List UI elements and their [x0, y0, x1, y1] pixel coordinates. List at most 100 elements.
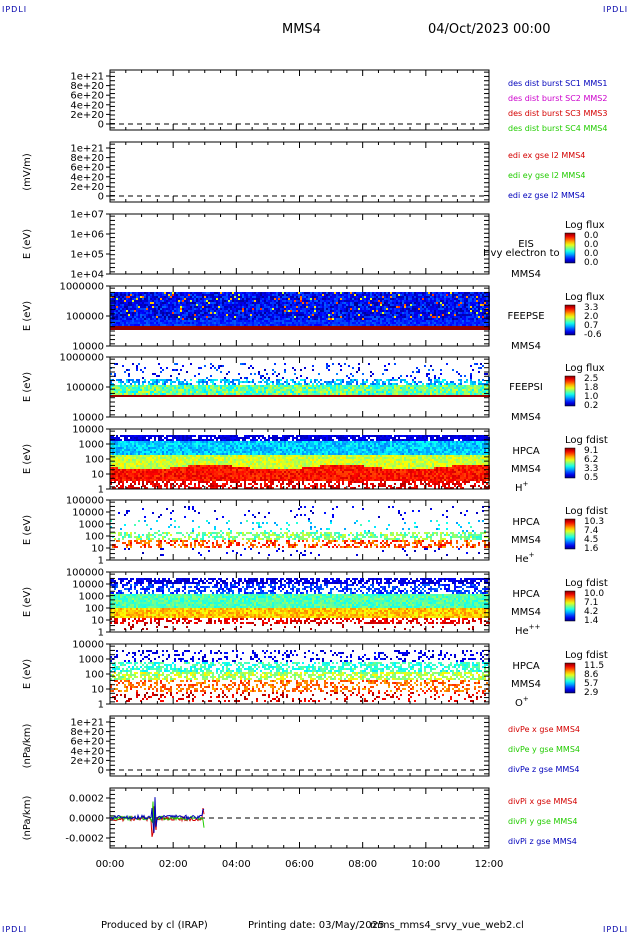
spectrogram-cell [298, 318, 300, 320]
spectrogram-cell [258, 391, 260, 393]
spectrogram-cell [322, 320, 324, 322]
spectrogram-cell [458, 302, 460, 304]
spectrogram-cell [290, 328, 292, 330]
spectrogram-cell [312, 389, 314, 391]
spectrogram-cell [476, 310, 478, 312]
spectrogram-cell [326, 387, 328, 389]
spectrogram-cell [306, 387, 308, 389]
spectrogram-cell [304, 383, 306, 385]
spectrogram-cell [238, 389, 240, 391]
spectrogram-cell [354, 310, 356, 312]
spectrogram-cell [232, 312, 234, 314]
spectrogram-cell [260, 395, 262, 397]
spectrogram-cell [172, 385, 174, 387]
spectrogram-cell [162, 328, 164, 330]
spectrogram-cell [438, 298, 440, 300]
spectrogram-cell [138, 306, 140, 308]
spectrogram-cell [310, 385, 312, 387]
spectrogram-cell [404, 312, 406, 314]
spectrogram-cell [336, 314, 338, 316]
spectrogram-cell [472, 326, 474, 328]
spectrogram-cell [164, 314, 166, 316]
spectrogram-cell [450, 318, 452, 320]
spectrogram-cell [252, 326, 254, 328]
spectrogram-cell [318, 314, 320, 316]
spectrogram-cell [146, 395, 148, 397]
spectrogram-cell [438, 312, 440, 314]
spectrogram-cell [324, 324, 326, 326]
spectrogram-cell [306, 292, 308, 294]
spectrogram-cell [418, 310, 420, 312]
spectrogram-cell [450, 316, 452, 318]
spectrogram-cell [250, 322, 252, 324]
spectrogram-cell [366, 298, 368, 300]
spectrogram-cell [126, 292, 128, 294]
spectrogram-cell [140, 320, 142, 322]
spectrogram-cell [418, 312, 420, 314]
spectrogram-cell [182, 296, 184, 298]
spectrogram-cell [474, 328, 476, 330]
spectrogram-cell [336, 306, 338, 308]
spectrogram-cell [290, 292, 292, 294]
spectrogram-cell [482, 296, 484, 298]
spectrogram-cell [154, 310, 156, 312]
spectrogram-cell [364, 316, 366, 318]
spectrogram-cell [418, 328, 420, 330]
spectrogram-cell [446, 316, 448, 318]
spectrogram-cell [170, 387, 172, 389]
spectrogram-cell [230, 300, 232, 302]
spectrogram-cell [304, 294, 306, 296]
spectrogram-cell [470, 306, 472, 308]
spectrogram-cell [144, 326, 146, 328]
spectrogram-cell [456, 292, 458, 294]
spectrogram-cell [194, 302, 196, 304]
spectrogram-cell [308, 304, 310, 306]
spectrogram-cell [128, 375, 130, 377]
spectrogram-cell [404, 320, 406, 322]
spectrogram-cell [244, 385, 246, 387]
spectrogram-cell [214, 306, 216, 308]
spectrogram-cell [434, 320, 436, 322]
spectrogram-cell [418, 324, 420, 326]
spectrogram-cell [166, 314, 168, 316]
spectrogram-cell [332, 300, 334, 302]
spectrogram-cell [314, 318, 316, 320]
spectrogram-cell [232, 393, 234, 395]
spectrogram-cell [296, 308, 298, 310]
spectrogram-cell [342, 302, 344, 304]
spectrogram-cell [252, 395, 254, 397]
spectrogram-cell [182, 328, 184, 330]
spectrogram-cell [402, 322, 404, 324]
spectrogram-cell [128, 395, 130, 397]
spectrogram-cell [380, 314, 382, 316]
spectrogram-cell [118, 322, 120, 324]
spectrogram-cell [148, 389, 150, 391]
spectrogram-cell [426, 324, 428, 326]
spectrogram-cell [238, 316, 240, 318]
spectrogram-cell [344, 318, 346, 320]
spectrogram-cell [364, 310, 366, 312]
spectrogram-cell [400, 312, 402, 314]
spectrogram-cell [190, 328, 192, 330]
spectrogram-cell [408, 310, 410, 312]
spectrogram-cell [302, 316, 304, 318]
spectrogram-cell [126, 298, 128, 300]
spectrogram-cell [242, 312, 244, 314]
spectrogram-cell [112, 316, 114, 318]
spectrogram-cell [210, 367, 212, 369]
spectrogram-cell [470, 308, 472, 310]
spectrogram-cell [168, 393, 170, 395]
spectrogram-cell [316, 385, 318, 387]
spectrogram-cell [470, 322, 472, 324]
spectrogram-cell [116, 328, 118, 330]
spectrogram-cell [284, 324, 286, 326]
spectrogram-cell [272, 383, 274, 385]
spectrogram-cell [468, 298, 470, 300]
spectrogram-cell [400, 306, 402, 308]
spectrogram-cell [180, 393, 182, 395]
spectrogram-cell [222, 304, 224, 306]
spectrogram-cell [336, 304, 338, 306]
spectrogram-cell [178, 300, 180, 302]
spectrogram-cell [396, 306, 398, 308]
spectrogram-cell [144, 294, 146, 296]
